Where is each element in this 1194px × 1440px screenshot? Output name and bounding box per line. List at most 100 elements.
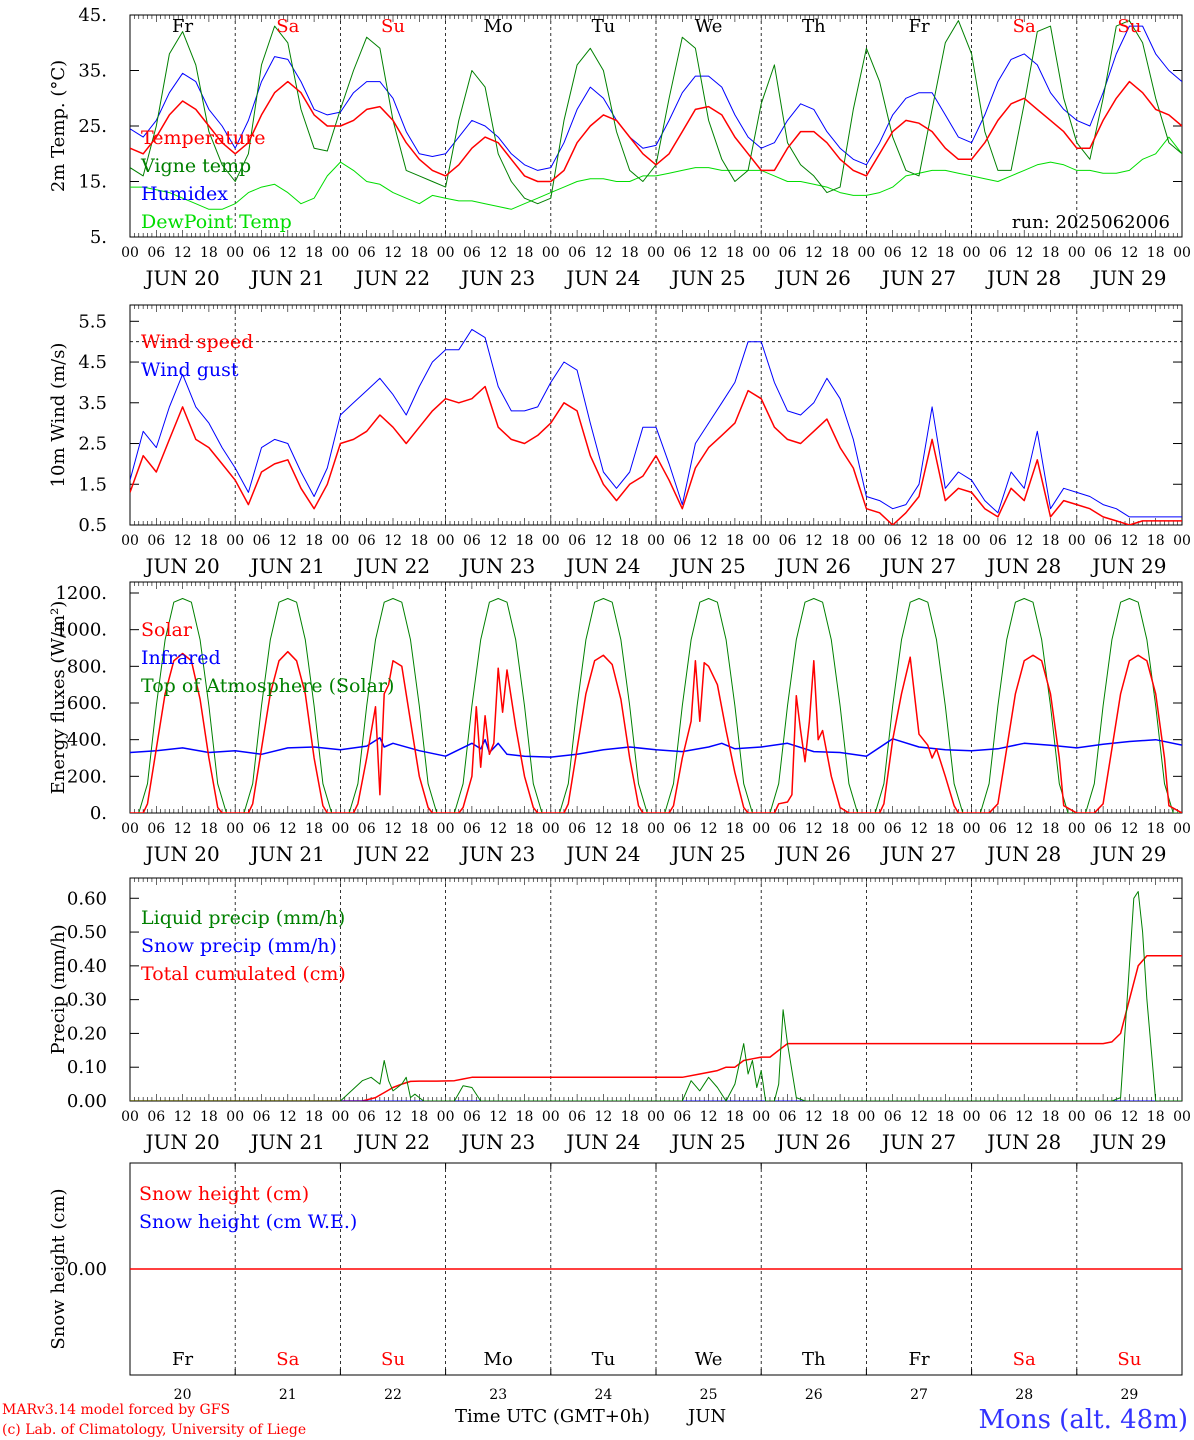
run-annotation: run: 2025062006: [1012, 212, 1170, 233]
hour-ticks: [129, 582, 1183, 813]
hour-label: 06: [463, 245, 481, 261]
weekday-label: Tu: [592, 1349, 616, 1370]
day-number: 26: [805, 1387, 823, 1403]
hour-label: 06: [989, 533, 1007, 549]
hour-label: 18: [516, 245, 534, 261]
date-label: JUN 29: [1090, 266, 1166, 290]
hour-label: 06: [1094, 533, 1112, 549]
hour-label: 00: [752, 533, 770, 549]
hour-label: 06: [253, 1109, 271, 1125]
series-humidex: [130, 25, 1182, 171]
hour-label: 06: [673, 1109, 691, 1125]
hour-label: 00: [437, 245, 455, 261]
weekday-label: Sa: [1013, 1349, 1036, 1370]
date-label: JUN 21: [249, 842, 325, 866]
hour-label: 18: [936, 821, 954, 837]
hour-label: 06: [147, 245, 165, 261]
hour-label: 06: [463, 1109, 481, 1125]
hour-label: 00: [752, 821, 770, 837]
ytick-label: 600.: [67, 693, 107, 714]
hour-label: 00: [963, 245, 981, 261]
hour-label: 18: [200, 533, 218, 549]
legend-entry: Snow height (cm W.E.): [139, 1211, 357, 1233]
hour-label: 12: [910, 245, 928, 261]
hour-label: 00: [437, 1109, 455, 1125]
ytick-label: 0.00: [67, 1091, 107, 1112]
date-label: JUN 26: [775, 266, 851, 290]
hour-label: 18: [516, 1109, 534, 1125]
legend-entry: Wind gust: [141, 359, 239, 381]
date-label: JUN 26: [775, 1130, 851, 1154]
yaxis-label: Precip (mm/h): [48, 924, 69, 1054]
panel-temp: 5. 15. 25. 35. 45. 2m Temp. (°C) Temperature Vi…: [48, 5, 1191, 290]
weekday-label: Fr: [908, 1349, 929, 1370]
hour-label: 18: [726, 533, 744, 549]
hour-label: 00: [647, 533, 665, 549]
yaxis-label: 10m Wind (m/s): [48, 343, 69, 488]
hour-label: 18: [1147, 533, 1165, 549]
hour-label: 18: [410, 245, 428, 261]
hour-label: 06: [147, 1109, 165, 1125]
hour-label: 00: [226, 1109, 244, 1125]
hour-label: 00: [121, 1109, 139, 1125]
hour-label: 00: [857, 533, 875, 549]
ytick-label: 45.: [78, 5, 107, 26]
legend-entry: Snow height (cm): [139, 1183, 309, 1205]
hour-label: 06: [884, 245, 902, 261]
day-number: 20: [174, 1387, 192, 1403]
hour-label: 06: [884, 533, 902, 549]
hour-label: 18: [516, 533, 534, 549]
hour-label: 18: [831, 1109, 849, 1125]
hour-ticks: [129, 15, 1183, 237]
hour-label: 00: [437, 821, 455, 837]
hour-label: 00: [331, 1109, 349, 1125]
hour-label: 18: [726, 821, 744, 837]
hour-label: 18: [621, 533, 639, 549]
model-credit: MARv3.14 model forced by GFS: [2, 1402, 230, 1418]
hour-label: 06: [463, 821, 481, 837]
hour-label: 00: [437, 533, 455, 549]
weekday-label: Su: [381, 16, 405, 37]
hour-label: 00: [331, 821, 349, 837]
hour-label: 12: [489, 245, 507, 261]
hour-label: 12: [489, 533, 507, 549]
weekday-label: Th: [802, 16, 826, 37]
hour-label: 06: [147, 533, 165, 549]
weekday-label: Su: [1117, 16, 1141, 37]
legend-entry: Vigne temp: [140, 155, 251, 177]
ytick-label: 0.20: [67, 1023, 107, 1044]
hour-label: 06: [568, 533, 586, 549]
hour-label: 06: [358, 533, 376, 549]
date-label: JUN 24: [564, 842, 640, 866]
hour-label: 18: [410, 1109, 428, 1125]
hour-label: 18: [936, 245, 954, 261]
hour-label: 12: [1015, 1109, 1033, 1125]
hour-label: 18: [305, 533, 323, 549]
hour-label: 18: [516, 821, 534, 837]
hour-label: 12: [1120, 1109, 1138, 1125]
yaxis-label: Snow height (cm): [48, 1188, 69, 1349]
hour-label: 12: [279, 1109, 297, 1125]
day-number: 21: [279, 1387, 297, 1403]
day-number: 23: [489, 1387, 507, 1403]
ytick-label: 0.: [90, 803, 107, 824]
day-number: 24: [594, 1387, 612, 1403]
hour-label: 06: [673, 821, 691, 837]
hour-label: 00: [542, 1109, 560, 1125]
weekday-label: Sa: [276, 16, 299, 37]
hour-label: 12: [279, 533, 297, 549]
hour-label: 06: [1094, 821, 1112, 837]
hour-label: 00: [857, 821, 875, 837]
hour-label: 06: [884, 821, 902, 837]
day-number: 27: [910, 1387, 928, 1403]
hour-label: 00: [963, 533, 981, 549]
weekday-label: Fr: [908, 16, 929, 37]
hour-label: 00: [1068, 245, 1086, 261]
yaxis-label: Energy fluxes (W/m²): [48, 601, 69, 795]
legend-entry: Total cumulated (cm): [141, 963, 346, 985]
hour-label: 06: [779, 245, 797, 261]
hour-label: 06: [989, 245, 1007, 261]
date-label: JUN 21: [249, 1130, 325, 1154]
hour-label: 06: [147, 821, 165, 837]
